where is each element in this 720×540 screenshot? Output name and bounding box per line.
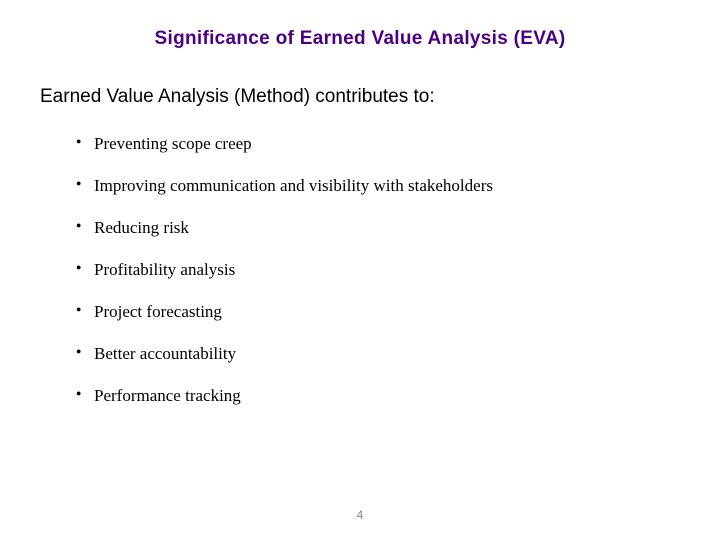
slide-title: Significance of Earned Value Analysis (E…: [40, 28, 680, 50]
bullet-list: Preventing scope creep Improving communi…: [76, 134, 680, 406]
list-item: Project forecasting: [76, 302, 680, 322]
list-item: Better accountability: [76, 344, 680, 364]
list-item: Profitability analysis: [76, 260, 680, 280]
list-item: Performance tracking: [76, 386, 680, 406]
page-number: 4: [357, 508, 364, 522]
list-item: Improving communication and visibility w…: [76, 176, 680, 196]
list-item: Preventing scope creep: [76, 134, 680, 154]
slide-subtitle: Earned Value Analysis (Method) contribut…: [40, 86, 680, 108]
list-item: Reducing risk: [76, 218, 680, 238]
